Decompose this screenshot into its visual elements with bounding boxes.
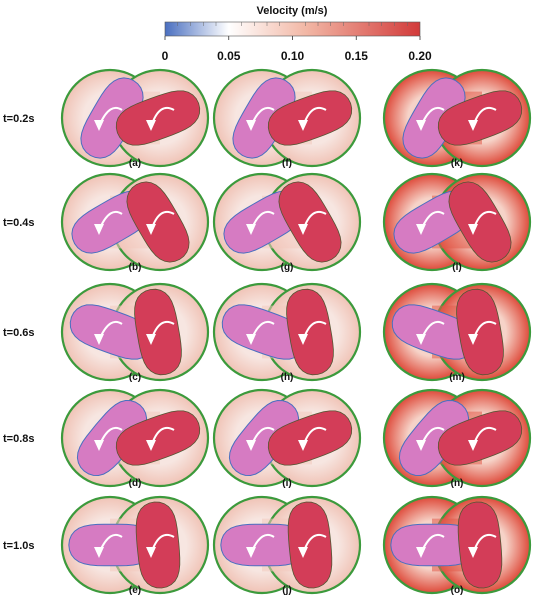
panel-label: (b) xyxy=(129,262,142,273)
panel-label: (e) xyxy=(129,585,141,596)
panel-label: (k) xyxy=(451,158,463,169)
rotor-left xyxy=(390,523,478,567)
arrowhead-left xyxy=(94,440,104,451)
panel-label: (l) xyxy=(452,262,461,273)
row-1: t=0.4s (b) (g) (l) xyxy=(3,172,532,273)
colorbar-tick-label: 0 xyxy=(162,49,169,63)
panel: (e) xyxy=(60,495,210,596)
colorbar-title: Velocity (m/s) xyxy=(257,5,328,17)
colorbar-tick-label: 0.20 xyxy=(408,49,432,63)
panel: (c) xyxy=(60,282,210,383)
panel: (l) xyxy=(382,172,532,273)
arrowhead-right xyxy=(468,440,478,451)
rotor-right xyxy=(115,90,201,146)
rotor-right xyxy=(135,501,181,589)
panel-grid: t=0.2s (a) (f) (k) t=0.4s (b) (g) (l) t=0.6s (c) (… xyxy=(3,68,532,596)
arrowhead-right xyxy=(146,224,156,235)
arrowhead-right xyxy=(146,440,156,451)
arrowhead-right xyxy=(468,334,478,345)
row-2: t=0.6s (c) (h) (m) xyxy=(3,282,532,383)
time-label: t=1.0s xyxy=(3,540,35,552)
panel: (i) xyxy=(212,388,362,489)
rotor-right xyxy=(287,501,333,589)
panel-label: (f) xyxy=(282,158,292,169)
arrowhead-right xyxy=(468,547,478,558)
row-3: t=0.8s (d) (i) (n) xyxy=(3,388,532,489)
arrowhead-left xyxy=(416,334,426,345)
arrowhead-left xyxy=(416,224,426,235)
panel-label: (d) xyxy=(129,478,142,489)
time-label: t=0.2s xyxy=(3,113,35,125)
rotor-right xyxy=(456,288,504,376)
arrowhead-left xyxy=(94,224,104,235)
arrowhead-left xyxy=(246,547,256,558)
rotor-right xyxy=(437,410,523,466)
panel-label: (i) xyxy=(282,478,291,489)
colorbar-ticks: 0 0.05 0.10 0.15 0.20 xyxy=(162,22,432,63)
panel: (h) xyxy=(212,282,362,383)
row-4: t=1.0s (e) (j) (o) xyxy=(3,495,532,596)
arrowhead-left xyxy=(94,334,104,345)
arrowhead-right xyxy=(298,440,308,451)
panel: (n) xyxy=(382,388,532,489)
panel: (j) xyxy=(212,495,362,596)
rotor-right xyxy=(267,410,353,466)
arrowhead-right xyxy=(146,547,156,558)
rotor-right xyxy=(278,181,342,263)
time-label: t=0.8s xyxy=(3,433,35,445)
panel: (a) xyxy=(60,68,210,169)
rotor-right xyxy=(134,288,182,376)
panel: (b) xyxy=(60,172,210,273)
arrowhead-right xyxy=(298,224,308,235)
panel-label: (m) xyxy=(449,372,465,383)
arrowhead-left xyxy=(246,224,256,235)
arrowhead-right xyxy=(298,334,308,345)
rotor-right xyxy=(437,90,523,146)
arrowhead-left xyxy=(246,440,256,451)
time-label: t=0.4s xyxy=(3,217,35,229)
arrowhead-left xyxy=(94,120,104,131)
rotor-right xyxy=(126,181,190,263)
panel-label: (g) xyxy=(281,262,294,273)
rotor-right xyxy=(115,410,201,466)
arrowhead-right xyxy=(468,224,478,235)
arrowhead-right xyxy=(298,120,308,131)
arrowhead-left xyxy=(416,120,426,131)
rotor-left xyxy=(220,523,308,567)
panel: (o) xyxy=(382,495,532,596)
rotor-right xyxy=(267,90,353,146)
arrowhead-left xyxy=(94,547,104,558)
panel: (d) xyxy=(60,388,210,489)
panel-label: (j) xyxy=(282,585,291,596)
rotor-left xyxy=(68,523,156,567)
panel: (k) xyxy=(382,68,532,169)
colorbar-tick-label: 0.05 xyxy=(217,49,241,63)
rotor-right xyxy=(457,501,503,589)
arrowhead-left xyxy=(416,547,426,558)
panel-label: (c) xyxy=(129,372,141,383)
panel-label: (o) xyxy=(451,585,464,596)
panel-label: (n) xyxy=(451,478,464,489)
arrowhead-right xyxy=(298,547,308,558)
arrowhead-left xyxy=(416,440,426,451)
panel-label: (a) xyxy=(129,158,141,169)
panel: (f) xyxy=(212,68,362,169)
arrowhead-right xyxy=(146,120,156,131)
row-0: t=0.2s (a) (f) (k) xyxy=(3,68,532,169)
rotor-right xyxy=(286,288,334,376)
rotor-right xyxy=(448,181,512,263)
colorbar-tick-label: 0.15 xyxy=(345,49,369,63)
time-label: t=0.6s xyxy=(3,327,35,339)
arrowhead-left xyxy=(246,120,256,131)
arrowhead-right xyxy=(468,120,478,131)
arrowhead-right xyxy=(146,334,156,345)
panel: (g) xyxy=(212,172,362,273)
arrowhead-left xyxy=(246,334,256,345)
colorbar-tick-label: 0.10 xyxy=(281,49,305,63)
colorbar: Velocity (m/s) 0 0.05 0.10 0.15 0.20 xyxy=(162,5,432,63)
panel: (m) xyxy=(382,282,532,383)
panel-label: (h) xyxy=(281,372,294,383)
